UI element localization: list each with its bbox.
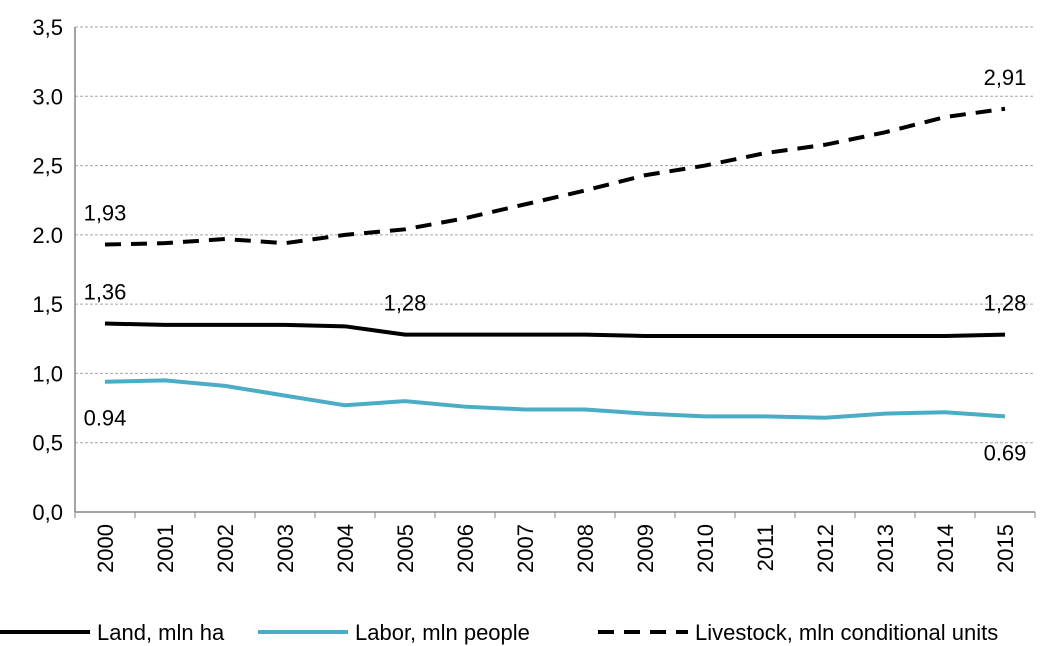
y-tick-label: 2.0 bbox=[32, 223, 63, 248]
y-tick-label: 3,5 bbox=[32, 15, 63, 40]
x-tick-label: 2014 bbox=[933, 524, 958, 573]
x-tick-label: 2010 bbox=[693, 524, 718, 573]
data-label: 0.94 bbox=[84, 406, 127, 431]
data-label: 2,91 bbox=[984, 65, 1027, 90]
x-tick-label: 2001 bbox=[153, 524, 178, 573]
data-label: 1,28 bbox=[384, 291, 427, 316]
x-tick-label: 2006 bbox=[453, 524, 478, 573]
x-tick-label: 2012 bbox=[813, 524, 838, 573]
series-line bbox=[104, 321, 1006, 339]
data-label: 0.69 bbox=[984, 440, 1027, 465]
y-tick-label: 1,5 bbox=[32, 292, 63, 317]
x-tick-label: 2009 bbox=[633, 524, 658, 573]
series-line bbox=[104, 378, 1006, 420]
y-tick-label: 0,0 bbox=[32, 500, 63, 525]
y-tick-label: 3.0 bbox=[32, 84, 63, 109]
series-line bbox=[104, 106, 1006, 247]
y-tick-label: 2,5 bbox=[32, 154, 63, 179]
legend-label: Livestock, mln conditional units bbox=[695, 620, 998, 645]
x-tick-label: 2004 bbox=[333, 524, 358, 573]
x-tick-label: 2003 bbox=[273, 524, 298, 573]
x-tick-label: 2005 bbox=[393, 524, 418, 573]
data-label: 1,36 bbox=[84, 280, 127, 305]
data-label: 1,93 bbox=[84, 201, 127, 226]
x-tick-label: 2002 bbox=[213, 524, 238, 573]
legend-label: Labor, mln people bbox=[355, 620, 530, 645]
legend-label: Land, mln ha bbox=[97, 620, 225, 645]
data-label: 1,28 bbox=[984, 291, 1027, 316]
x-tick-label: 2011 bbox=[753, 524, 778, 571]
y-tick-label: 0,5 bbox=[32, 431, 63, 456]
y-tick-label: 1,0 bbox=[32, 361, 63, 386]
x-tick-label: 2000 bbox=[93, 524, 118, 573]
x-tick-label: 2008 bbox=[573, 524, 598, 573]
x-tick-label: 2007 bbox=[513, 524, 538, 573]
x-tick-label: 2015 bbox=[993, 524, 1018, 573]
x-tick-label: 2013 bbox=[873, 524, 898, 573]
